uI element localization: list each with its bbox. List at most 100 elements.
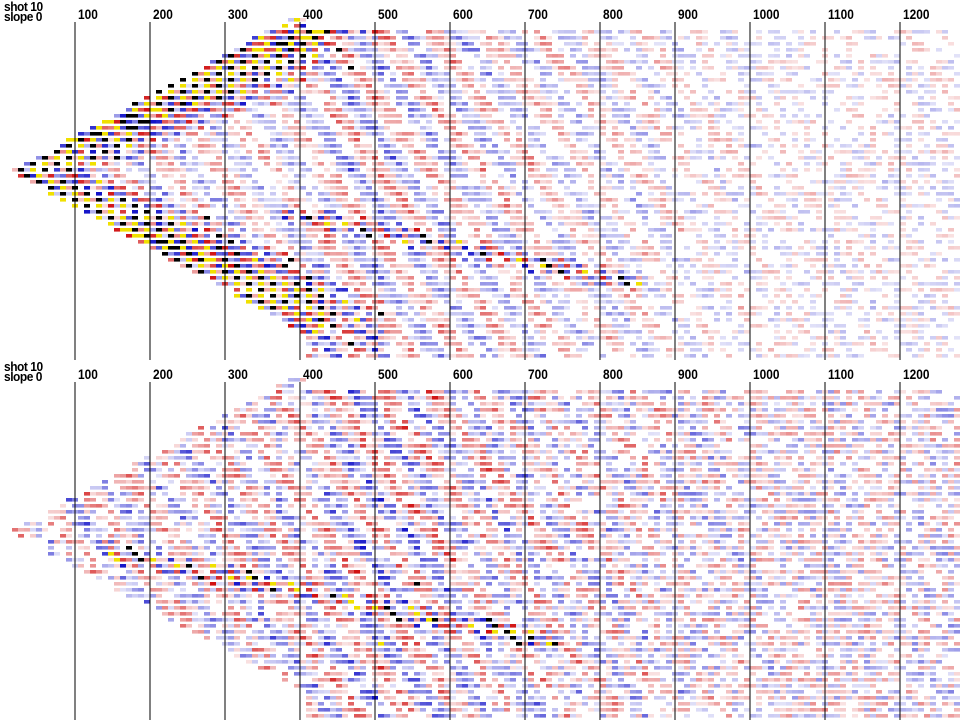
trace-sample (744, 168, 750, 172)
trace-sample (888, 72, 894, 76)
trace-sample (294, 126, 300, 130)
trace-sample (180, 162, 186, 166)
trace-sample (282, 96, 288, 100)
trace-sample (558, 126, 564, 130)
trace-sample (714, 174, 720, 178)
trace-sample (792, 282, 798, 286)
trace-sample (312, 276, 318, 280)
trace-sample (528, 132, 534, 136)
trace-sample (264, 198, 270, 202)
trace-sample (438, 96, 444, 100)
trace-sample (708, 306, 714, 310)
trace-sample (750, 240, 756, 244)
trace-sample (750, 60, 756, 64)
trace-sample (318, 312, 324, 316)
trace-sample (204, 72, 210, 76)
trace-sample (900, 126, 906, 130)
trace-sample (864, 168, 870, 172)
trace-sample (204, 234, 210, 238)
trace-sample (48, 192, 54, 196)
trace-sample (684, 210, 690, 214)
trace-sample (414, 252, 420, 256)
trace-sample (708, 258, 714, 262)
trace-sample (936, 342, 942, 346)
trace-sample (348, 90, 354, 94)
trace-sample (462, 282, 468, 286)
trace-sample (816, 84, 822, 88)
trace-sample (282, 36, 288, 40)
trace-sample (360, 192, 366, 196)
trace-sample (186, 192, 192, 196)
trace-sample (804, 210, 810, 214)
trace-sample (456, 270, 462, 274)
trace-sample (54, 162, 60, 166)
trace-sample (918, 348, 924, 352)
trace-sample (234, 246, 240, 250)
trace-sample (510, 324, 516, 328)
trace-sample (636, 204, 642, 208)
trace-sample (900, 306, 906, 310)
trace-sample (204, 240, 210, 244)
trace-sample (396, 228, 402, 232)
trace-sample (432, 198, 438, 202)
trace-sample (354, 90, 360, 94)
trace-sample (876, 36, 882, 40)
trace-sample (600, 66, 606, 70)
trace-sample (774, 210, 780, 214)
trace-sample (936, 336, 942, 340)
trace-sample (60, 510, 66, 514)
trace-sample (786, 288, 792, 292)
trace-sample (714, 78, 720, 82)
trace-sample (204, 108, 210, 112)
trace-sample (270, 252, 276, 256)
trace-sample (666, 66, 672, 70)
trace-sample (504, 294, 510, 298)
trace-sample (390, 288, 396, 292)
trace-sample (738, 246, 744, 250)
trace-sample (174, 252, 180, 256)
trace-sample (426, 102, 432, 106)
trace-sample (918, 288, 924, 292)
trace-sample (426, 252, 432, 256)
trace-sample (162, 156, 168, 160)
trace-sample (240, 78, 246, 82)
trace-sample (138, 108, 144, 112)
trace-sample (144, 96, 150, 100)
trace-sample (612, 60, 618, 64)
trace-sample (636, 30, 642, 34)
trace-sample (492, 108, 498, 112)
trace-sample (942, 234, 948, 238)
trace-sample (786, 78, 792, 82)
trace-sample (414, 156, 420, 160)
trace-sample (402, 54, 408, 58)
trace-sample (420, 312, 426, 316)
trace-sample (378, 240, 384, 244)
trace-sample (570, 264, 576, 268)
trace-sample (894, 294, 900, 298)
trace-sample (156, 234, 162, 238)
trace-sample (180, 192, 186, 196)
trace-sample (150, 222, 156, 226)
trace-sample (420, 252, 426, 256)
trace-sample (390, 282, 396, 286)
trace-sample (198, 216, 204, 220)
trace-sample (858, 156, 864, 160)
trace-sample (360, 120, 366, 124)
trace-sample (258, 204, 264, 208)
trace-sample (456, 306, 462, 310)
trace-sample (762, 288, 768, 292)
trace-sample (942, 84, 948, 88)
trace-sample (36, 174, 42, 178)
trace-sample (738, 144, 744, 148)
trace-sample (432, 144, 438, 148)
trace-sample (900, 330, 906, 334)
trace-sample (324, 252, 330, 256)
trace-sample (582, 216, 588, 220)
trace-sample (300, 222, 306, 226)
trace-sample (726, 90, 732, 94)
trace-sample (750, 228, 756, 232)
trace-sample (720, 342, 726, 346)
trace-sample (480, 96, 486, 100)
trace-sample (858, 102, 864, 106)
trace-sample (582, 66, 588, 70)
